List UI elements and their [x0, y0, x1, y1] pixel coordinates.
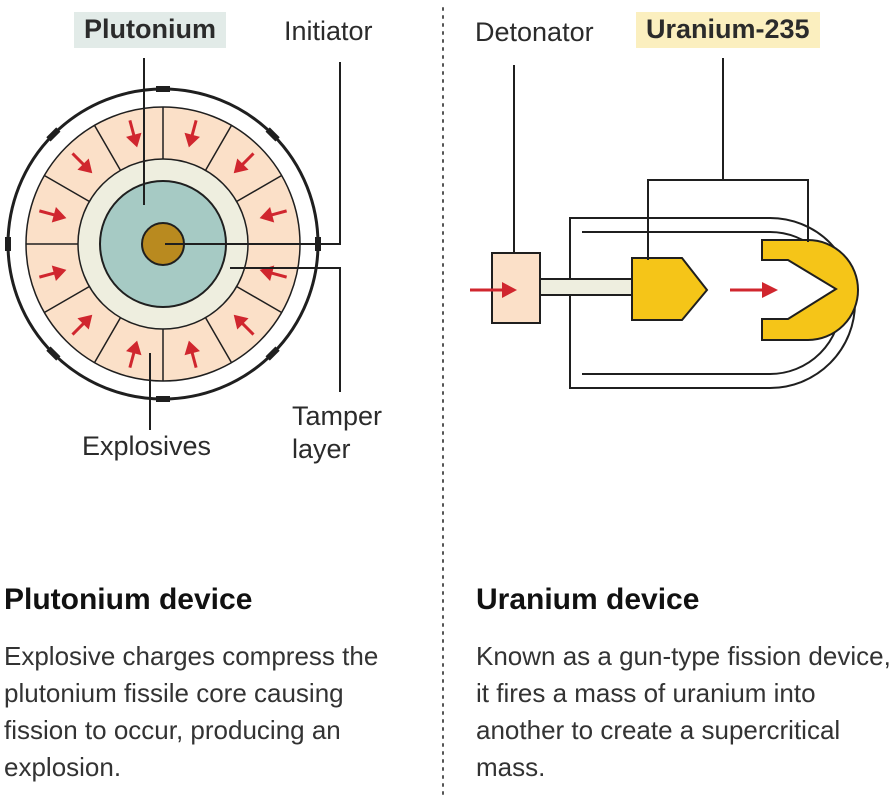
- uranium-projectile: [631, 257, 709, 321]
- plutonium-implosion-device: [5, 58, 341, 430]
- uranium-bracket: [647, 179, 809, 260]
- projectile-arrow: [730, 282, 778, 298]
- plutonium-label: Plutonium: [74, 12, 226, 48]
- uranium-device-heading: Uranium device: [476, 583, 700, 616]
- tamper-layer-label: Tamper layer: [292, 401, 383, 464]
- plutonium-device-description: Explosive charges compress the plutonium…: [4, 641, 379, 782]
- casing-bolt: [265, 127, 280, 142]
- implosion-arrow: [184, 340, 200, 369]
- implosion-arrow: [71, 152, 93, 174]
- implosion-arrow: [38, 265, 67, 281]
- explosive-segment-divider: [236, 174, 283, 203]
- implosion-arrow: [184, 119, 200, 148]
- explosive-segment-divider: [93, 317, 122, 364]
- detonator: [491, 252, 541, 324]
- implosion-arrow: [259, 265, 288, 281]
- explosive-segment-divider: [43, 285, 90, 314]
- casing-bolt: [5, 237, 11, 251]
- gun-rod: [539, 278, 633, 296]
- detonator-arrow: [470, 282, 517, 298]
- implosion-arrow: [126, 119, 142, 148]
- uranium-target: [761, 239, 859, 341]
- explosives-label: Explosives: [82, 431, 212, 461]
- casing-bolt: [46, 346, 61, 361]
- plutonium-device-heading: Plutonium device: [4, 583, 253, 616]
- casing-bolt: [265, 346, 280, 361]
- initiator-leader-line: [165, 62, 341, 245]
- casing-bolt: [156, 396, 170, 402]
- uranium-gun-device: [470, 58, 859, 389]
- detonator-label: Detonator: [475, 17, 594, 47]
- uranium-label: Uranium-235: [636, 12, 820, 48]
- implosion-arrow: [71, 314, 93, 336]
- implosion-arrows: [38, 119, 288, 369]
- implosion-arrow: [38, 207, 67, 223]
- explosive-segment-divider: [204, 317, 233, 364]
- implosion-arrow: [126, 340, 142, 369]
- implosion-arrow: [259, 207, 288, 223]
- uranium-device-description: Known as a gun-type fission device, it f…: [476, 641, 891, 782]
- tamper-leader-line: [230, 267, 341, 392]
- casing-bolt: [156, 86, 170, 92]
- casing-bolt: [46, 127, 61, 142]
- explosive-segment-divider: [43, 174, 90, 203]
- implosion-arrow: [233, 152, 255, 174]
- explosive-segment-divider: [236, 285, 283, 314]
- initiator-label: Initiator: [284, 16, 373, 46]
- explosive-segment-divider: [93, 124, 122, 171]
- implosion-arrow: [233, 314, 255, 336]
- explosive-segment-divider: [204, 124, 233, 171]
